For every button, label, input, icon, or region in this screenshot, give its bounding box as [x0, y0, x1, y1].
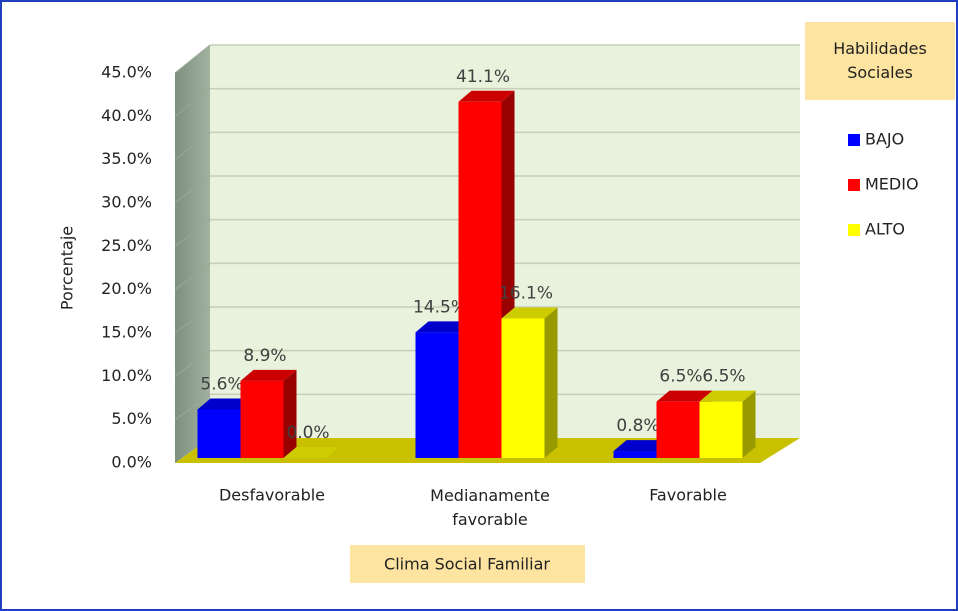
bar-top [656, 390, 713, 402]
value-label: 14.5% [413, 297, 467, 317]
grid-line [174, 44, 211, 74]
value-label: 6.5% [659, 367, 702, 387]
bar [458, 101, 502, 459]
legend-label: BAJO [865, 130, 904, 149]
bar-side [544, 307, 558, 458]
y-tick-label: 5.0% [111, 409, 152, 428]
value-label: 16.1% [499, 283, 553, 303]
x-axis-label: Clima Social Familiar [384, 555, 550, 574]
y-tick-label: 35.0% [101, 149, 152, 168]
bar-top [240, 369, 297, 381]
bar-top [501, 307, 558, 319]
grid-line [174, 350, 211, 377]
bar [699, 401, 743, 458]
bar-side [742, 390, 756, 458]
y-tick-label: 45.0% [101, 63, 152, 82]
y-tick-label: 10.0% [101, 366, 152, 385]
bar [613, 451, 657, 458]
x-tick-label: Medianamente favorable [430, 486, 550, 529]
legend-title: Habilidades Sociales [833, 39, 927, 82]
x-label-box [350, 545, 585, 583]
value-label: 0.8% [616, 416, 659, 436]
grid-line [174, 262, 211, 291]
grid-line [174, 219, 211, 247]
x-tick-label: Favorable [649, 486, 727, 505]
value-label: 41.1% [456, 67, 510, 87]
value-label: 5.6% [200, 374, 243, 394]
bar-top [415, 321, 472, 333]
legend-label: MEDIO [865, 175, 919, 194]
legend-label: ALTO [865, 220, 905, 239]
y-axis-label: Porcentaje [58, 226, 77, 310]
y-tick-label: 30.0% [101, 193, 152, 212]
bar [415, 332, 459, 458]
bar [240, 380, 284, 458]
grid-line [174, 131, 211, 161]
bar-top [613, 440, 670, 452]
bar [197, 409, 241, 458]
y-tick-label: 0.0% [111, 453, 152, 472]
legend-title-box [805, 22, 955, 100]
bar-top [197, 398, 254, 410]
x-tick-label: Desfavorable [219, 486, 325, 505]
bar [656, 401, 700, 458]
side-wall [175, 45, 210, 463]
y-tick-label: 40.0% [101, 106, 152, 125]
value-label: 8.9% [243, 346, 286, 366]
y-tick-label: 25.0% [101, 236, 152, 255]
bar [501, 318, 545, 458]
bar-top [699, 390, 756, 402]
bar-top [283, 447, 340, 458]
grid-line [174, 393, 211, 421]
legend-swatch [848, 224, 860, 236]
y-tick-label: 15.0% [101, 323, 152, 342]
bar-top [458, 90, 515, 102]
value-label: 0.0% [286, 423, 329, 443]
value-label: 6.5% [702, 367, 745, 387]
legend-swatch [848, 134, 860, 146]
bar-side [283, 369, 297, 458]
y-tick-label: 20.0% [101, 279, 152, 298]
grid-line [174, 88, 211, 117]
grid-line [174, 175, 211, 204]
legend-swatch [848, 179, 860, 191]
grid-line [174, 306, 211, 334]
